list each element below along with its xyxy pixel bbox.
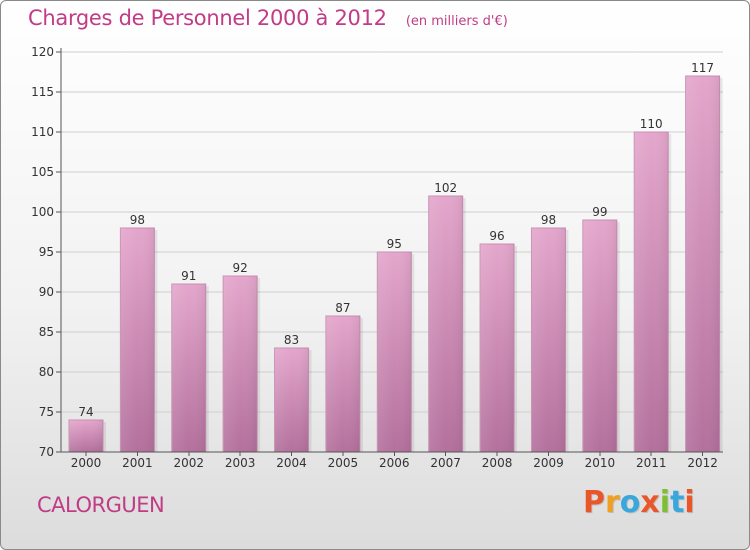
- y-tick-label: 70: [39, 445, 54, 459]
- chart-header: Charges de Personnel 2000 à 2012 (en mil…: [28, 6, 508, 30]
- data-label-2012: 117: [691, 61, 714, 75]
- data-label-2002: 91: [181, 269, 196, 283]
- bar-highlight: [480, 244, 515, 452]
- x-tick-label-2005: 2005: [328, 456, 359, 470]
- logo-letter: i: [684, 485, 695, 520]
- y-tick-label: 85: [39, 325, 54, 339]
- x-tick-label-2001: 2001: [122, 456, 153, 470]
- y-tick-label: 80: [39, 365, 54, 379]
- bar-highlight: [171, 284, 206, 452]
- bar-highlight: [634, 132, 669, 452]
- x-tick-label-2009: 2009: [533, 456, 564, 470]
- bar-highlight: [685, 76, 720, 452]
- x-tick-label-2006: 2006: [379, 456, 410, 470]
- data-label-2000: 74: [78, 405, 93, 419]
- bar-highlight: [120, 228, 155, 452]
- y-tick-label: 105: [31, 165, 54, 179]
- data-label-2006: 95: [387, 237, 402, 251]
- data-label-2004: 83: [284, 333, 299, 347]
- axes: [56, 48, 723, 456]
- logo-letter: i: [659, 485, 671, 520]
- x-tick-label-2011: 2011: [636, 456, 667, 470]
- logo-letter: r: [605, 485, 620, 520]
- data-label-2007: 102: [434, 181, 457, 195]
- chart-title: Charges de Personnel 2000 à 2012: [28, 6, 387, 30]
- data-label-2001: 98: [130, 213, 145, 227]
- bar-highlight: [223, 276, 258, 452]
- logo-letter: P: [583, 485, 605, 520]
- data-label-2011: 110: [640, 117, 663, 131]
- x-tick-label-2000: 2000: [71, 456, 102, 470]
- data-label-2003: 92: [233, 261, 248, 275]
- y-tick-label: 100: [31, 205, 54, 219]
- bar-highlight: [274, 348, 309, 452]
- data-label-2010: 99: [592, 205, 607, 219]
- bar-highlight: [377, 252, 412, 452]
- data-label-2005: 87: [335, 301, 350, 315]
- bars: [68, 75, 723, 453]
- chart-subtitle: (en milliers d'€): [405, 14, 508, 29]
- data-label-2009: 98: [541, 213, 556, 227]
- bar-highlight: [582, 220, 617, 452]
- y-tick-label: 115: [31, 85, 54, 99]
- data-label-2008: 96: [489, 229, 504, 243]
- logo-letter: t: [670, 485, 685, 520]
- proxiti-logo[interactable]: Proxiti: [583, 485, 695, 520]
- bar-highlight: [531, 228, 566, 452]
- tick-labels: 70 75 80 85 90 95 100 105 110 115 120 74 2000 98 2001 9…: [31, 45, 718, 470]
- y-tick-label: 110: [31, 125, 54, 139]
- logo-letter: o: [619, 485, 641, 520]
- x-tick-label-2002: 2002: [173, 456, 204, 470]
- commune-name: CALORGUEN: [37, 493, 165, 517]
- logo-letter: x: [640, 485, 660, 520]
- x-tick-label-2007: 2007: [430, 456, 461, 470]
- x-tick-label-2012: 2012: [687, 456, 718, 470]
- bar-highlight: [428, 196, 463, 452]
- y-tick-label: 120: [31, 45, 54, 59]
- x-tick-label-2003: 2003: [225, 456, 256, 470]
- x-tick-label-2008: 2008: [482, 456, 513, 470]
- y-tick-label: 90: [39, 285, 54, 299]
- x-tick-label-2004: 2004: [276, 456, 307, 470]
- x-tick-label-2010: 2010: [585, 456, 616, 470]
- bar-highlight: [325, 316, 360, 452]
- y-tick-label: 95: [39, 245, 54, 259]
- bar-highlight: [69, 420, 103, 452]
- y-tick-label: 75: [39, 405, 54, 419]
